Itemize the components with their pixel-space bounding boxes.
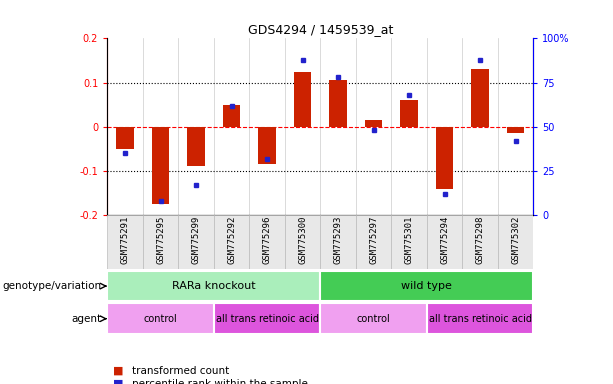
Text: control: control — [143, 314, 177, 324]
Text: agent: agent — [71, 314, 101, 324]
Bar — [107, 215, 143, 269]
Bar — [400, 100, 418, 127]
Bar — [223, 104, 240, 127]
Text: transformed count: transformed count — [132, 366, 229, 376]
Bar — [329, 80, 347, 127]
Bar — [321, 271, 533, 301]
Bar — [116, 127, 134, 149]
Title: GDS4294 / 1459539_at: GDS4294 / 1459539_at — [248, 23, 393, 36]
Bar — [321, 215, 356, 269]
Bar — [214, 303, 321, 334]
Bar — [258, 127, 276, 164]
Bar — [285, 215, 321, 269]
Bar — [365, 120, 383, 127]
Text: ■: ■ — [113, 379, 124, 384]
Text: genotype/variation: genotype/variation — [2, 281, 101, 291]
Text: all trans retinoic acid: all trans retinoic acid — [216, 314, 319, 324]
Bar — [427, 303, 533, 334]
Text: ■: ■ — [113, 366, 124, 376]
Text: GSM775298: GSM775298 — [476, 216, 484, 265]
Text: control: control — [357, 314, 390, 324]
Text: GSM775295: GSM775295 — [156, 216, 165, 265]
Bar — [436, 127, 454, 189]
Text: wild type: wild type — [402, 281, 452, 291]
Bar — [471, 69, 489, 127]
Bar — [462, 215, 498, 269]
Text: GSM775301: GSM775301 — [405, 216, 414, 265]
Text: GSM775294: GSM775294 — [440, 216, 449, 265]
Text: GSM775300: GSM775300 — [298, 216, 307, 265]
Bar — [321, 303, 427, 334]
Bar — [498, 215, 533, 269]
Bar — [107, 271, 321, 301]
Text: GSM775299: GSM775299 — [191, 216, 200, 265]
Bar — [391, 215, 427, 269]
Text: RARa knockout: RARa knockout — [172, 281, 256, 291]
Text: GSM775291: GSM775291 — [121, 216, 129, 265]
Bar — [178, 215, 214, 269]
Bar — [427, 215, 462, 269]
Text: all trans retinoic acid: all trans retinoic acid — [428, 314, 531, 324]
Text: GSM775296: GSM775296 — [262, 216, 272, 265]
Text: GSM775293: GSM775293 — [333, 216, 343, 265]
Bar — [294, 71, 311, 127]
Bar — [187, 127, 205, 167]
Text: GSM775302: GSM775302 — [511, 216, 520, 265]
Bar — [107, 303, 214, 334]
Bar — [151, 127, 169, 204]
Text: GSM775297: GSM775297 — [369, 216, 378, 265]
Bar — [356, 215, 391, 269]
Bar — [214, 215, 249, 269]
Text: percentile rank within the sample: percentile rank within the sample — [132, 379, 308, 384]
Text: GSM775292: GSM775292 — [227, 216, 236, 265]
Bar — [507, 127, 525, 133]
Bar — [249, 215, 285, 269]
Bar — [143, 215, 178, 269]
